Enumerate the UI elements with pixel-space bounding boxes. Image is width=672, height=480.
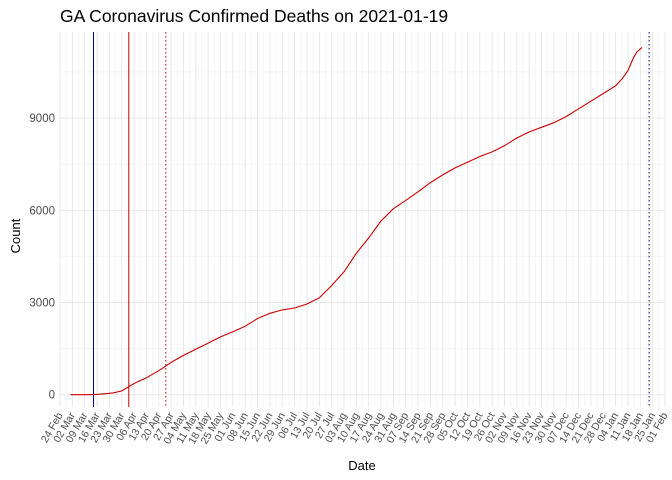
y-tick-label: 3000 <box>29 297 55 309</box>
series-layer <box>70 46 643 396</box>
chart-title: GA Coronavirus Confirmed Deaths on 2021-… <box>60 6 449 26</box>
minor-grid <box>60 32 665 407</box>
y-tick-label: 9000 <box>29 113 55 125</box>
y-tick-label: 6000 <box>29 205 55 217</box>
x-axis-title: Date <box>348 458 375 473</box>
reference-lines <box>93 32 650 407</box>
y-tick-labels: 0 3000 6000 9000 <box>29 113 55 402</box>
major-grid <box>59 32 666 407</box>
y-tick-label: 0 <box>49 390 55 402</box>
series-line <box>70 46 643 396</box>
y-axis-title: Count <box>8 218 23 253</box>
